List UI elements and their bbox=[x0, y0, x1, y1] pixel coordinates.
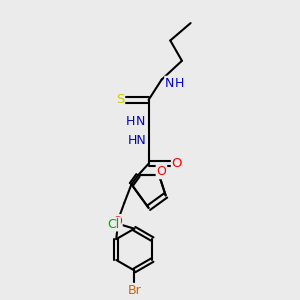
Text: HN: HN bbox=[128, 134, 147, 147]
Text: H: H bbox=[126, 115, 135, 128]
Text: S: S bbox=[116, 93, 124, 106]
Text: N: N bbox=[165, 76, 174, 90]
Text: O: O bbox=[172, 157, 182, 170]
Text: Br: Br bbox=[128, 284, 141, 297]
Text: Cl: Cl bbox=[108, 218, 120, 231]
Text: N: N bbox=[136, 115, 145, 128]
Text: H: H bbox=[175, 76, 184, 90]
Text: O: O bbox=[112, 215, 122, 228]
Text: O: O bbox=[157, 165, 166, 178]
